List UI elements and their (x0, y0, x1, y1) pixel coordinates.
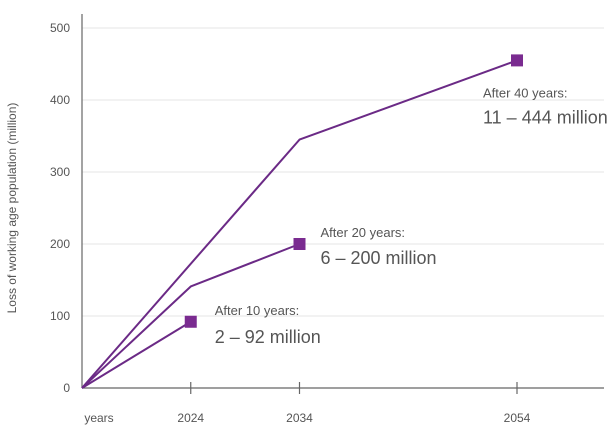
data-marker-2024 (185, 316, 197, 328)
annotation-label-2054: After 40 years: (483, 85, 568, 100)
data-marker-2054 (511, 54, 523, 66)
x-tick-label-2024: 2024 (177, 411, 204, 425)
annotation-value-2054: 11 – 444 million (483, 107, 607, 127)
y-tick-label-0: 0 (63, 381, 70, 395)
annotation-label-2024: After 10 years: (215, 303, 300, 318)
annotation-value-2024: 2 – 92 million (215, 327, 321, 347)
annotation-value-2034: 6 – 200 million (321, 248, 437, 268)
series-line-1 (82, 322, 191, 388)
y-tick-label-400: 400 (50, 93, 70, 107)
annotations: After 10 years: 2 – 92 million After 20 ye… (215, 85, 607, 346)
annotation-label-2034: After 20 years: (321, 225, 406, 240)
y-tick-label-500: 500 (50, 21, 70, 35)
series-markers (185, 54, 523, 327)
x-tick-label-2054: 2054 (504, 411, 531, 425)
y-tick-label-100: 100 (50, 309, 70, 323)
y-tick-label-300: 300 (50, 165, 70, 179)
x-tick-label-2034: 2034 (286, 411, 313, 425)
x-axis-label-years: years (84, 411, 113, 425)
axes (82, 14, 604, 388)
y-tick-label-200: 200 (50, 237, 70, 251)
y-axis-ticks: 0 100 200 300 400 500 (50, 21, 70, 395)
y-axis-title: Loss of working age population (million) (5, 103, 19, 314)
data-marker-2034 (294, 238, 306, 250)
gridlines (82, 28, 604, 316)
